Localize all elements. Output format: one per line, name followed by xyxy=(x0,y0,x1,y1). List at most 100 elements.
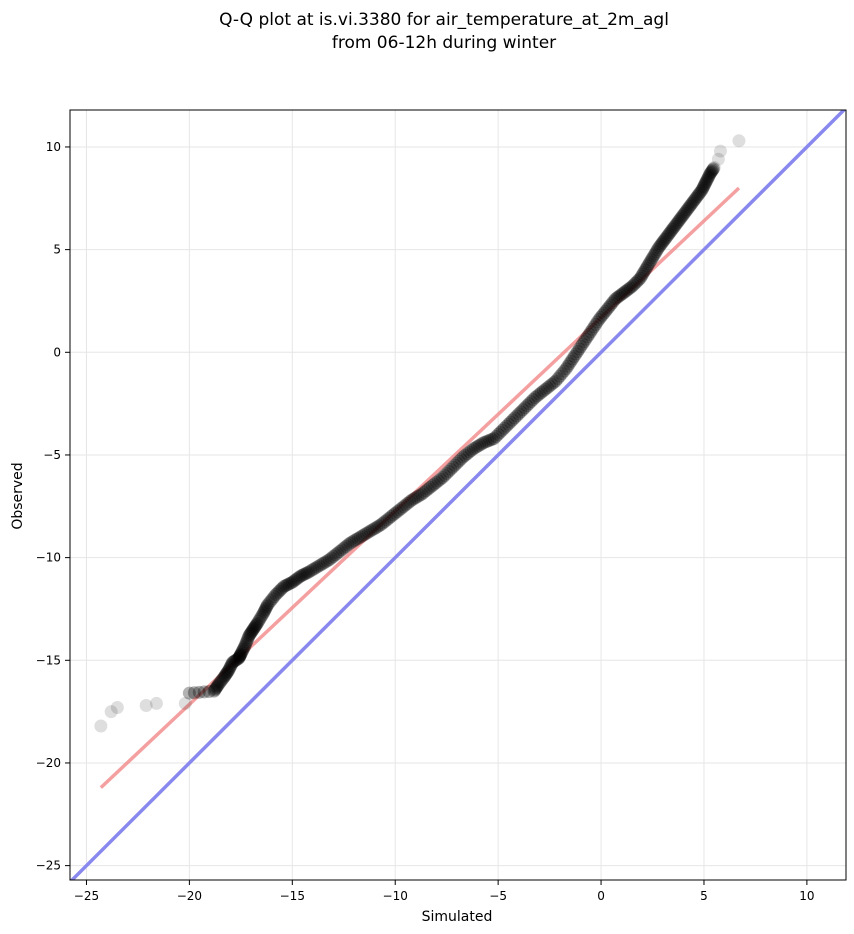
quantile-point xyxy=(561,359,575,373)
quantile-point xyxy=(569,347,583,361)
quantile-point xyxy=(253,612,267,626)
quantile-point xyxy=(94,719,108,733)
quantile-point xyxy=(662,227,676,241)
quantile-point xyxy=(579,332,593,346)
quantile-point xyxy=(264,594,278,608)
quantile-point xyxy=(706,162,720,176)
x-tick-label: 5 xyxy=(700,889,708,903)
quantile-point xyxy=(287,574,301,588)
quantile-point xyxy=(216,671,230,685)
quantile-point xyxy=(604,298,618,312)
quantile-point xyxy=(617,286,631,300)
quantile-point xyxy=(446,460,460,474)
quantile-point xyxy=(233,650,247,664)
quantile-point xyxy=(361,525,375,539)
quantile-point xyxy=(333,544,347,558)
quantile-point xyxy=(592,312,606,326)
quantile-point xyxy=(652,241,666,255)
quantile-point xyxy=(694,185,708,199)
quantile-point xyxy=(643,255,657,269)
quantile-point xyxy=(454,452,468,466)
quantile-point xyxy=(267,590,281,604)
quantile-point xyxy=(473,438,487,452)
quantile-point xyxy=(541,381,555,395)
grid-lines xyxy=(70,110,846,880)
x-tick-label: −5 xyxy=(489,889,507,903)
quantile-point xyxy=(260,599,274,613)
quantile-point xyxy=(701,172,715,186)
quantile-point xyxy=(366,523,380,537)
quantile-point xyxy=(605,296,619,310)
quantile-point xyxy=(409,491,423,505)
quantile-point xyxy=(689,191,703,205)
quantile-point xyxy=(686,195,700,209)
quantile-point xyxy=(499,419,513,433)
quantile-point xyxy=(215,673,229,687)
quantile-point xyxy=(493,425,507,439)
quantile-point xyxy=(702,170,716,184)
quantile-point xyxy=(302,565,316,579)
quantile-point xyxy=(477,436,491,450)
quantile-point xyxy=(678,206,692,220)
quantile-point xyxy=(415,487,429,501)
quantile-point xyxy=(407,492,421,506)
quantile-point xyxy=(610,291,624,305)
quantile-point xyxy=(671,214,685,228)
quantile-point xyxy=(210,680,224,694)
chart-title-line-2: from 06-12h during winter xyxy=(332,33,556,53)
quantile-point xyxy=(618,285,632,299)
quantile-point xyxy=(306,563,320,577)
quantile-point xyxy=(304,564,318,578)
quantile-point xyxy=(207,684,221,698)
quantile-point xyxy=(649,245,663,259)
quantile-point xyxy=(347,534,361,548)
quantile-point xyxy=(690,190,704,204)
quantile-point xyxy=(659,231,673,245)
quantile-point xyxy=(508,411,522,425)
identity-line xyxy=(70,110,846,880)
x-tick-label: −20 xyxy=(177,889,202,903)
quantile-point xyxy=(364,524,378,538)
quantile-point xyxy=(214,675,228,689)
axis-ticks: −25 −20 −15 −10 −5 0 5 10 −25 −20 −15 −10 −5 0 5 10 xyxy=(36,140,815,903)
quantile-point xyxy=(417,485,431,499)
quantile-point xyxy=(258,603,272,617)
fit-line xyxy=(99,186,741,789)
quantile-point xyxy=(607,294,621,308)
quantile-point xyxy=(654,237,668,251)
quantile-points xyxy=(94,134,746,733)
quantile-point xyxy=(520,399,534,413)
quantile-point xyxy=(582,327,596,341)
y-tick-label: 0 xyxy=(53,345,61,359)
quantile-point xyxy=(256,606,270,620)
quantile-point xyxy=(202,685,216,699)
quantile-point xyxy=(562,357,576,371)
quantile-point xyxy=(197,685,211,699)
quantile-point xyxy=(448,458,462,472)
quantile-point xyxy=(368,521,382,535)
quantile-point xyxy=(239,637,253,651)
quantile-point xyxy=(312,559,326,573)
quantile-point xyxy=(257,604,271,618)
quantile-point xyxy=(653,239,667,253)
quantile-point xyxy=(341,538,355,552)
quantile-point xyxy=(247,621,261,635)
quantile-point xyxy=(688,193,702,207)
quantile-point xyxy=(436,471,450,485)
quantile-point xyxy=(421,482,435,496)
quantile-point xyxy=(427,477,441,491)
quantile-point xyxy=(491,427,505,441)
quantile-point xyxy=(647,249,661,263)
quantile-point xyxy=(599,304,613,318)
quantile-point xyxy=(401,496,415,510)
quantile-point xyxy=(255,608,269,622)
quantile-point xyxy=(574,340,588,354)
y-axis-label: Observed xyxy=(10,462,26,529)
quantile-point xyxy=(329,548,343,562)
plot-area-frame xyxy=(69,109,847,881)
quantile-point xyxy=(634,269,648,283)
quantile-point xyxy=(284,576,298,590)
quantile-point xyxy=(696,181,710,195)
quantile-point xyxy=(238,639,252,653)
quantile-point xyxy=(322,553,336,567)
